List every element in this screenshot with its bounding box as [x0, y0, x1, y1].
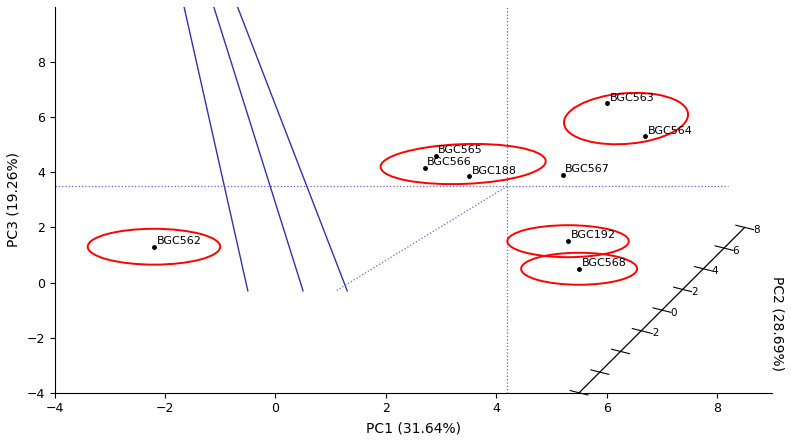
Y-axis label: PC3 (19.26%): PC3 (19.26%)	[7, 152, 21, 248]
Text: BGC566: BGC566	[427, 157, 472, 168]
Text: 6: 6	[732, 246, 739, 255]
Text: BGC567: BGC567	[566, 164, 610, 174]
X-axis label: PC1 (31.64%): PC1 (31.64%)	[366, 421, 461, 435]
Text: BGC565: BGC565	[438, 145, 483, 155]
Text: BGC188: BGC188	[471, 166, 517, 175]
Text: BGC192: BGC192	[571, 230, 616, 240]
Text: PC2 (28.69%): PC2 (28.69%)	[771, 276, 785, 371]
Text: 8: 8	[753, 225, 759, 235]
Text: -2: -2	[649, 328, 660, 338]
Text: BGC563: BGC563	[610, 93, 654, 103]
Text: BGC568: BGC568	[582, 258, 626, 268]
Text: 4: 4	[712, 267, 718, 276]
Text: 0: 0	[670, 308, 677, 318]
Text: BGC564: BGC564	[648, 126, 693, 136]
Text: BGC562: BGC562	[157, 236, 202, 246]
Text: 2: 2	[691, 287, 698, 297]
